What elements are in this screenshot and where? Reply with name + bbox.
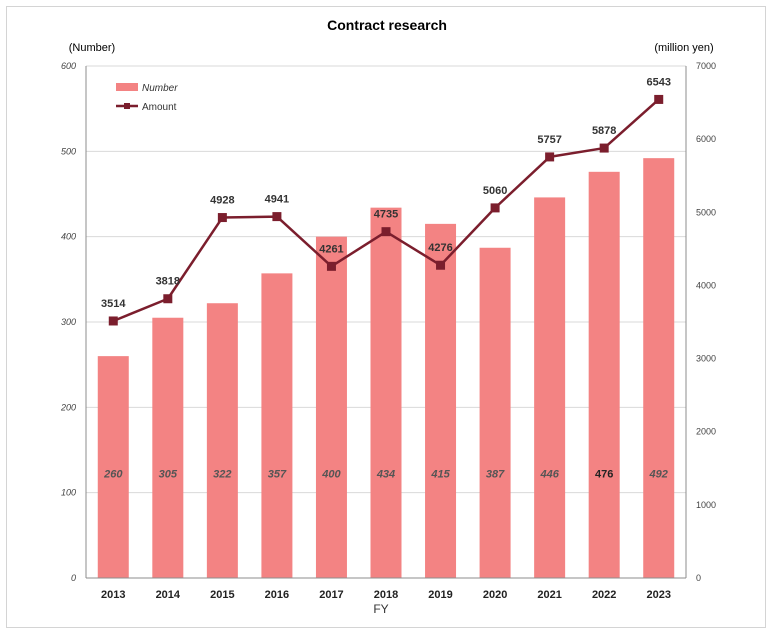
y-right-tick-label: 0 (696, 573, 701, 583)
bar-data-label: 476 (595, 468, 613, 480)
amount-marker (545, 152, 555, 162)
amount-data-label: 4735 (374, 209, 398, 221)
bar (370, 207, 402, 579)
amount-marker (599, 143, 609, 153)
bar-data-label: 415 (430, 468, 450, 480)
bar-data-label: 434 (376, 468, 395, 480)
y-left-tick-label: 400 (61, 232, 76, 242)
bar (97, 356, 129, 578)
chart-title: Contract research (327, 17, 447, 33)
bar (534, 197, 566, 578)
y-right-tick-label: 6000 (696, 134, 716, 144)
x-tick-label: 2015 (210, 589, 234, 601)
bar-data-label: 260 (103, 468, 123, 480)
amount-marker (436, 260, 446, 270)
x-tick-label: 2014 (156, 589, 181, 601)
bar-data-label: 400 (321, 468, 341, 480)
legend: Number Amount (116, 83, 178, 113)
chart-frame (6, 6, 766, 628)
amount-marker (163, 294, 173, 304)
bar-data-label: 357 (268, 468, 287, 480)
amount-data-label: 4261 (319, 243, 343, 255)
bar (643, 158, 675, 578)
y-right-tick-label: 3000 (696, 354, 716, 364)
amount-marker (108, 316, 118, 326)
amount-marker (490, 203, 500, 213)
y-left-axis-label: (Number) (69, 42, 115, 54)
y-right-tick-label: 5000 (696, 207, 716, 217)
y-right-axis-label: (million yen) (654, 42, 713, 54)
bar-data-label: 305 (159, 468, 178, 480)
bars-group: 260 305 322 357 400 434 415 387 446 476 492 (97, 158, 675, 579)
amount-data-label: 4276 (428, 242, 452, 254)
x-tick-label: 2018 (374, 589, 398, 601)
bar-data-label: 387 (486, 468, 505, 480)
y-right-tick-label: 1000 (696, 500, 716, 510)
y-left-tick-label: 0 (71, 573, 76, 583)
y-right-tick-label: 4000 (696, 280, 716, 290)
y-left-tick-label: 100 (61, 488, 76, 498)
x-axis-label: FY (373, 602, 388, 616)
bar-data-label: 322 (213, 468, 231, 480)
amount-data-label: 3514 (101, 298, 126, 310)
legend-label-amount: Amount (142, 102, 177, 113)
bar-data-label: 492 (649, 468, 668, 480)
x-tick-label: 2020 (483, 589, 507, 601)
amount-data-label: 5060 (483, 185, 507, 197)
amount-marker (654, 94, 664, 104)
legend-label-number: Number (142, 83, 178, 94)
x-tick-label: 2017 (319, 589, 343, 601)
x-tick-label: 2019 (428, 589, 452, 601)
bar (315, 236, 347, 578)
x-tick-label: 2023 (646, 589, 670, 601)
amount-data-label: 5878 (592, 125, 616, 137)
amount-marker (217, 213, 227, 223)
legend-swatch-number (116, 83, 138, 91)
y-right-tick-label: 2000 (696, 427, 716, 437)
x-tick-label: 2016 (265, 589, 289, 601)
y-right-tick-label: 7000 (696, 61, 716, 71)
bar (425, 223, 457, 578)
bar (588, 171, 620, 578)
bar (152, 317, 184, 578)
legend-marker-amount (124, 103, 130, 109)
amount-data-label: 4928 (210, 195, 234, 207)
x-tick-label: 2021 (537, 589, 561, 601)
bar (261, 273, 293, 578)
bar (479, 247, 511, 578)
y-left-tick-label: 300 (61, 317, 76, 327)
axes-group: 0100200300400500600010002000300040005000… (60, 61, 716, 601)
bar-data-label: 446 (539, 468, 559, 480)
amount-data-label: 5757 (537, 134, 561, 146)
amount-marker (272, 212, 282, 222)
amount-marker (381, 227, 391, 237)
x-tick-label: 2022 (592, 589, 616, 601)
y-left-tick-label: 500 (61, 146, 76, 156)
y-left-tick-label: 600 (61, 61, 76, 71)
amount-data-label: 3818 (156, 276, 180, 288)
bar (206, 303, 238, 578)
x-tick-label: 2013 (101, 589, 125, 601)
amount-data-label: 6543 (646, 76, 670, 88)
amount-marker (326, 261, 336, 271)
y-left-tick-label: 200 (60, 402, 76, 412)
amount-data-label: 4941 (265, 194, 289, 206)
amount-line-group: 3514 3818 4928 4941 4261 4735 4276 5060 5757 5878… (101, 76, 671, 326)
